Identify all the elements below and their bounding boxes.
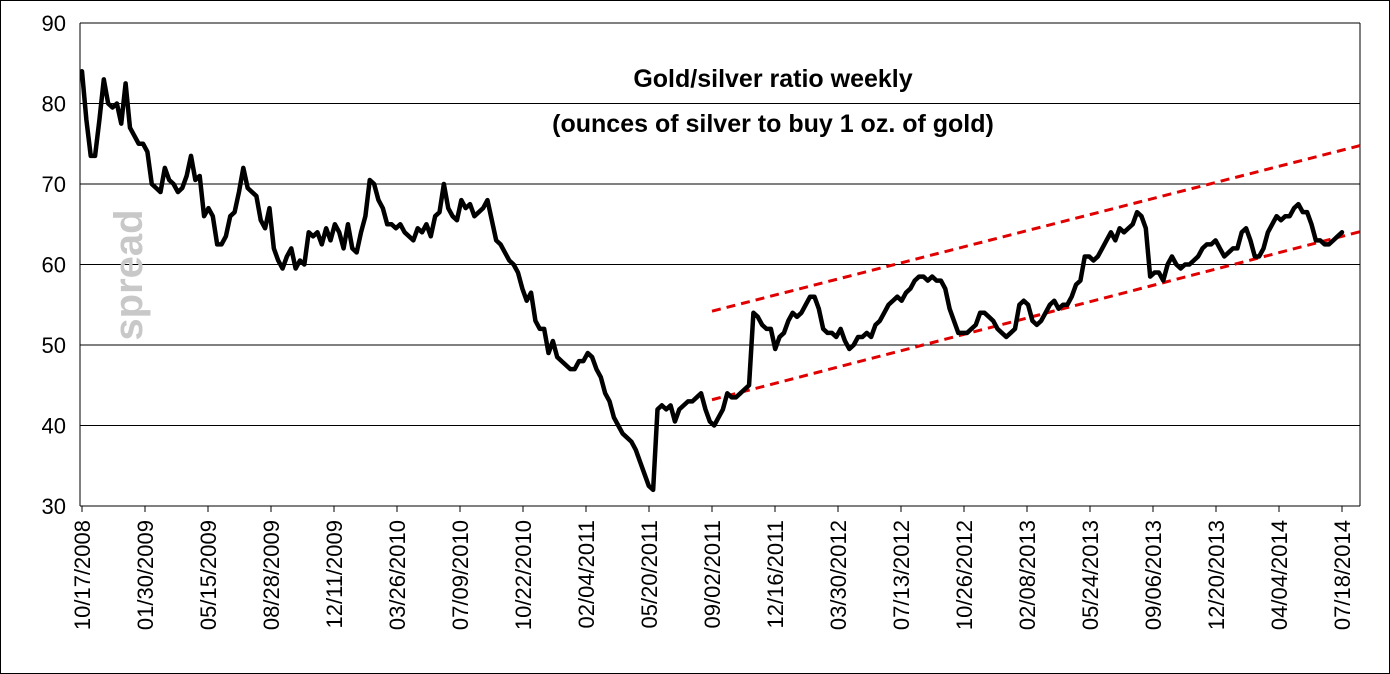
x-tick-label: 12/11/2009 <box>322 520 347 628</box>
x-tick-label: 09/06/2013 <box>1141 520 1166 630</box>
x-tick-label: 08/28/2009 <box>259 520 284 630</box>
y-tick-label-80: 80 <box>42 92 66 117</box>
trend-channel <box>711 144 1361 402</box>
lower-trendline <box>711 230 1361 402</box>
x-tick-label: 05/20/2011 <box>637 520 662 628</box>
x-tick-label: 12/20/2013 <box>1204 520 1229 630</box>
watermark-text: spread <box>107 209 151 340</box>
series <box>79 69 1345 493</box>
x-tick-label: 02/04/2011 <box>574 520 599 628</box>
chart-title: Gold/silver ratio weekly <box>633 65 912 93</box>
x-tick-label: 09/02/2011 <box>700 520 725 628</box>
chart-subtitle: (ounces of silver to buy 1 oz. of gold) <box>552 110 994 138</box>
x-tick-label: 10/22/2010 <box>511 520 536 630</box>
x-tick-label: 10/17/2008 <box>70 520 95 630</box>
series-line-0 <box>79 69 1345 493</box>
y-tick-label-30: 30 <box>42 494 66 519</box>
x-tick-label: 10/26/2012 <box>952 520 977 630</box>
x-tick-label: 12/16/2011 <box>763 520 788 628</box>
y-tick-label-40: 40 <box>42 414 66 439</box>
x-tick-label: 04/04/2014 <box>1267 520 1292 630</box>
x-tick-label: 07/18/2014 <box>1330 520 1355 630</box>
x-tick-labels: 10/17/2008 01/30/2009 05/15/2009 08/28/2009… <box>70 520 1355 630</box>
x-tick-label: 01/30/2009 <box>133 520 158 630</box>
y-tick-label-60: 60 <box>42 253 66 278</box>
y-tick-label-90: 90 <box>42 11 66 36</box>
y-tick-labels: 30 40 50 60 70 80 90 <box>42 11 66 519</box>
axes <box>79 22 1361 512</box>
x-tick-label: 07/09/2010 <box>448 520 473 630</box>
x-tick-label: 05/24/2013 <box>1078 520 1103 630</box>
x-tick-label: 05/15/2009 <box>196 520 221 630</box>
x-tick-label: 07/13/2012 <box>889 520 914 630</box>
x-tick-label: 02/08/2013 <box>1015 520 1040 630</box>
y-tick-label-50: 50 <box>42 333 66 358</box>
y-tick-label-70: 70 <box>42 172 66 197</box>
x-tick-label: 03/26/2010 <box>385 520 410 630</box>
x-tick-label: 03/30/2012 <box>826 520 851 630</box>
upper-trendline <box>711 144 1361 313</box>
